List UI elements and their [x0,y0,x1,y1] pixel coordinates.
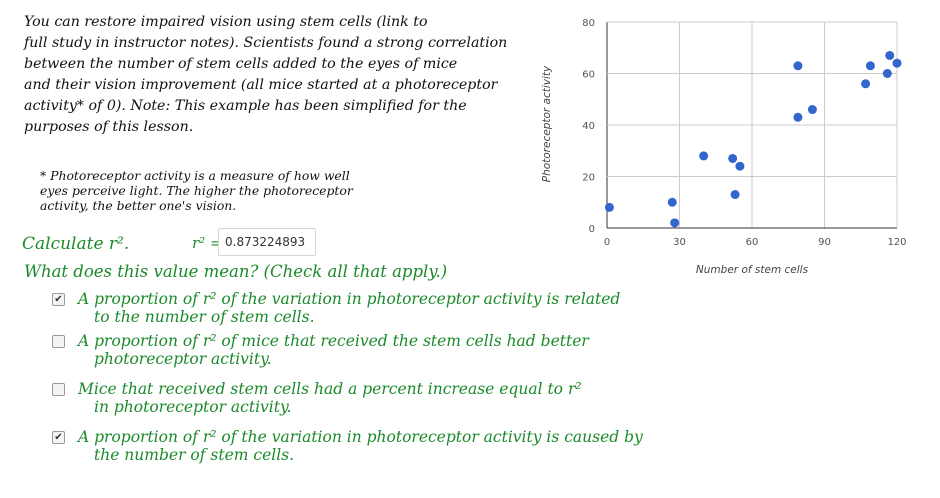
checkbox-option-4[interactable]: ✔ [52,431,65,444]
y-tick-label: 40 [582,121,595,132]
chart-points [604,50,902,228]
option-text: A proportion of r² of mice that received… [78,332,698,368]
data-point [604,202,614,212]
intro-line: and their vision improvement (all mice s… [24,77,498,93]
r2-label: r² = [192,234,223,252]
intro-line: full study in instructor notes). Scienti… [24,35,508,51]
footnote-line: eyes perceive light. The higher the phot… [40,183,353,198]
intro-line: between the number of stem cells added t… [24,56,458,72]
data-point [807,105,817,115]
y-axis-title: Photoreceptor activity [541,65,553,182]
option-line: the number of stem cells. [94,446,295,464]
checkbox-option-1[interactable]: ✔ [52,293,65,306]
data-point [861,79,871,89]
footnote-line: activity, the better one's vision. [40,198,237,213]
calculate-row: Calculate r². r² = [20,228,440,260]
data-point [667,197,677,207]
y-tick-label: 0 [589,224,595,235]
data-point [892,58,902,68]
x-tick-label: 90 [818,237,831,248]
data-point [793,112,803,122]
option-line: Mice that received stem cells had a perc… [78,380,582,398]
intro-paragraph: You can restore impaired vision using st… [24,12,524,138]
option-line: A proportion of r² of mice that received… [78,332,589,350]
option-text: Mice that received stem cells had a perc… [78,380,698,416]
checkbox-option-2[interactable] [52,335,65,348]
checkbox-option-3[interactable] [52,383,65,396]
r2-answer-input[interactable] [218,228,316,256]
data-point [882,69,892,78]
intro-line: activity* of 0). Note: This example has … [24,98,467,114]
scatter-chart: 0 30 60 90 120 0 20 40 60 80 Number of stem cells… [541,18,907,276]
option-text: A proportion of r² of the variation in p… [78,428,698,464]
y-tick-label: 80 [582,18,595,29]
option-line: photoreceptor activity. [94,350,272,368]
x-tick-label: 0 [604,237,610,248]
footnote: * Photoreceptor activity is a measure of… [40,168,400,213]
option-text: A proportion of r² of the variation in p… [78,290,698,326]
x-tick-label: 30 [673,237,686,248]
data-point [728,153,738,163]
chart-ticks: 0 30 60 90 120 0 20 40 60 80 [582,18,906,248]
data-point [699,151,709,161]
data-point [885,50,895,60]
option-line: A proportion of r² of the variation in p… [78,290,621,308]
y-tick-label: 60 [582,70,595,81]
footnote-line: * Photoreceptor activity is a measure of… [40,168,350,183]
data-point [865,61,875,71]
option-line: to the number of stem cells. [94,308,315,326]
chart-grid [606,21,898,229]
data-point [670,218,680,228]
intro-line: You can restore impaired vision using st… [24,14,428,30]
intro-line: purposes of this lesson. [24,119,194,135]
option-line: A proportion of r² of the variation in p… [78,428,643,446]
data-point [735,161,745,171]
y-tick-label: 20 [582,173,595,184]
x-tick-label: 60 [746,237,759,248]
x-tick-label: 120 [887,237,906,248]
x-axis-title: Number of stem cells [696,264,809,276]
question-prompt: What does this value mean? (Check all th… [24,262,448,281]
data-point [793,61,803,71]
calculate-label: Calculate r². [22,234,130,254]
option-line: in photoreceptor activity. [94,398,292,416]
data-point [730,190,740,200]
